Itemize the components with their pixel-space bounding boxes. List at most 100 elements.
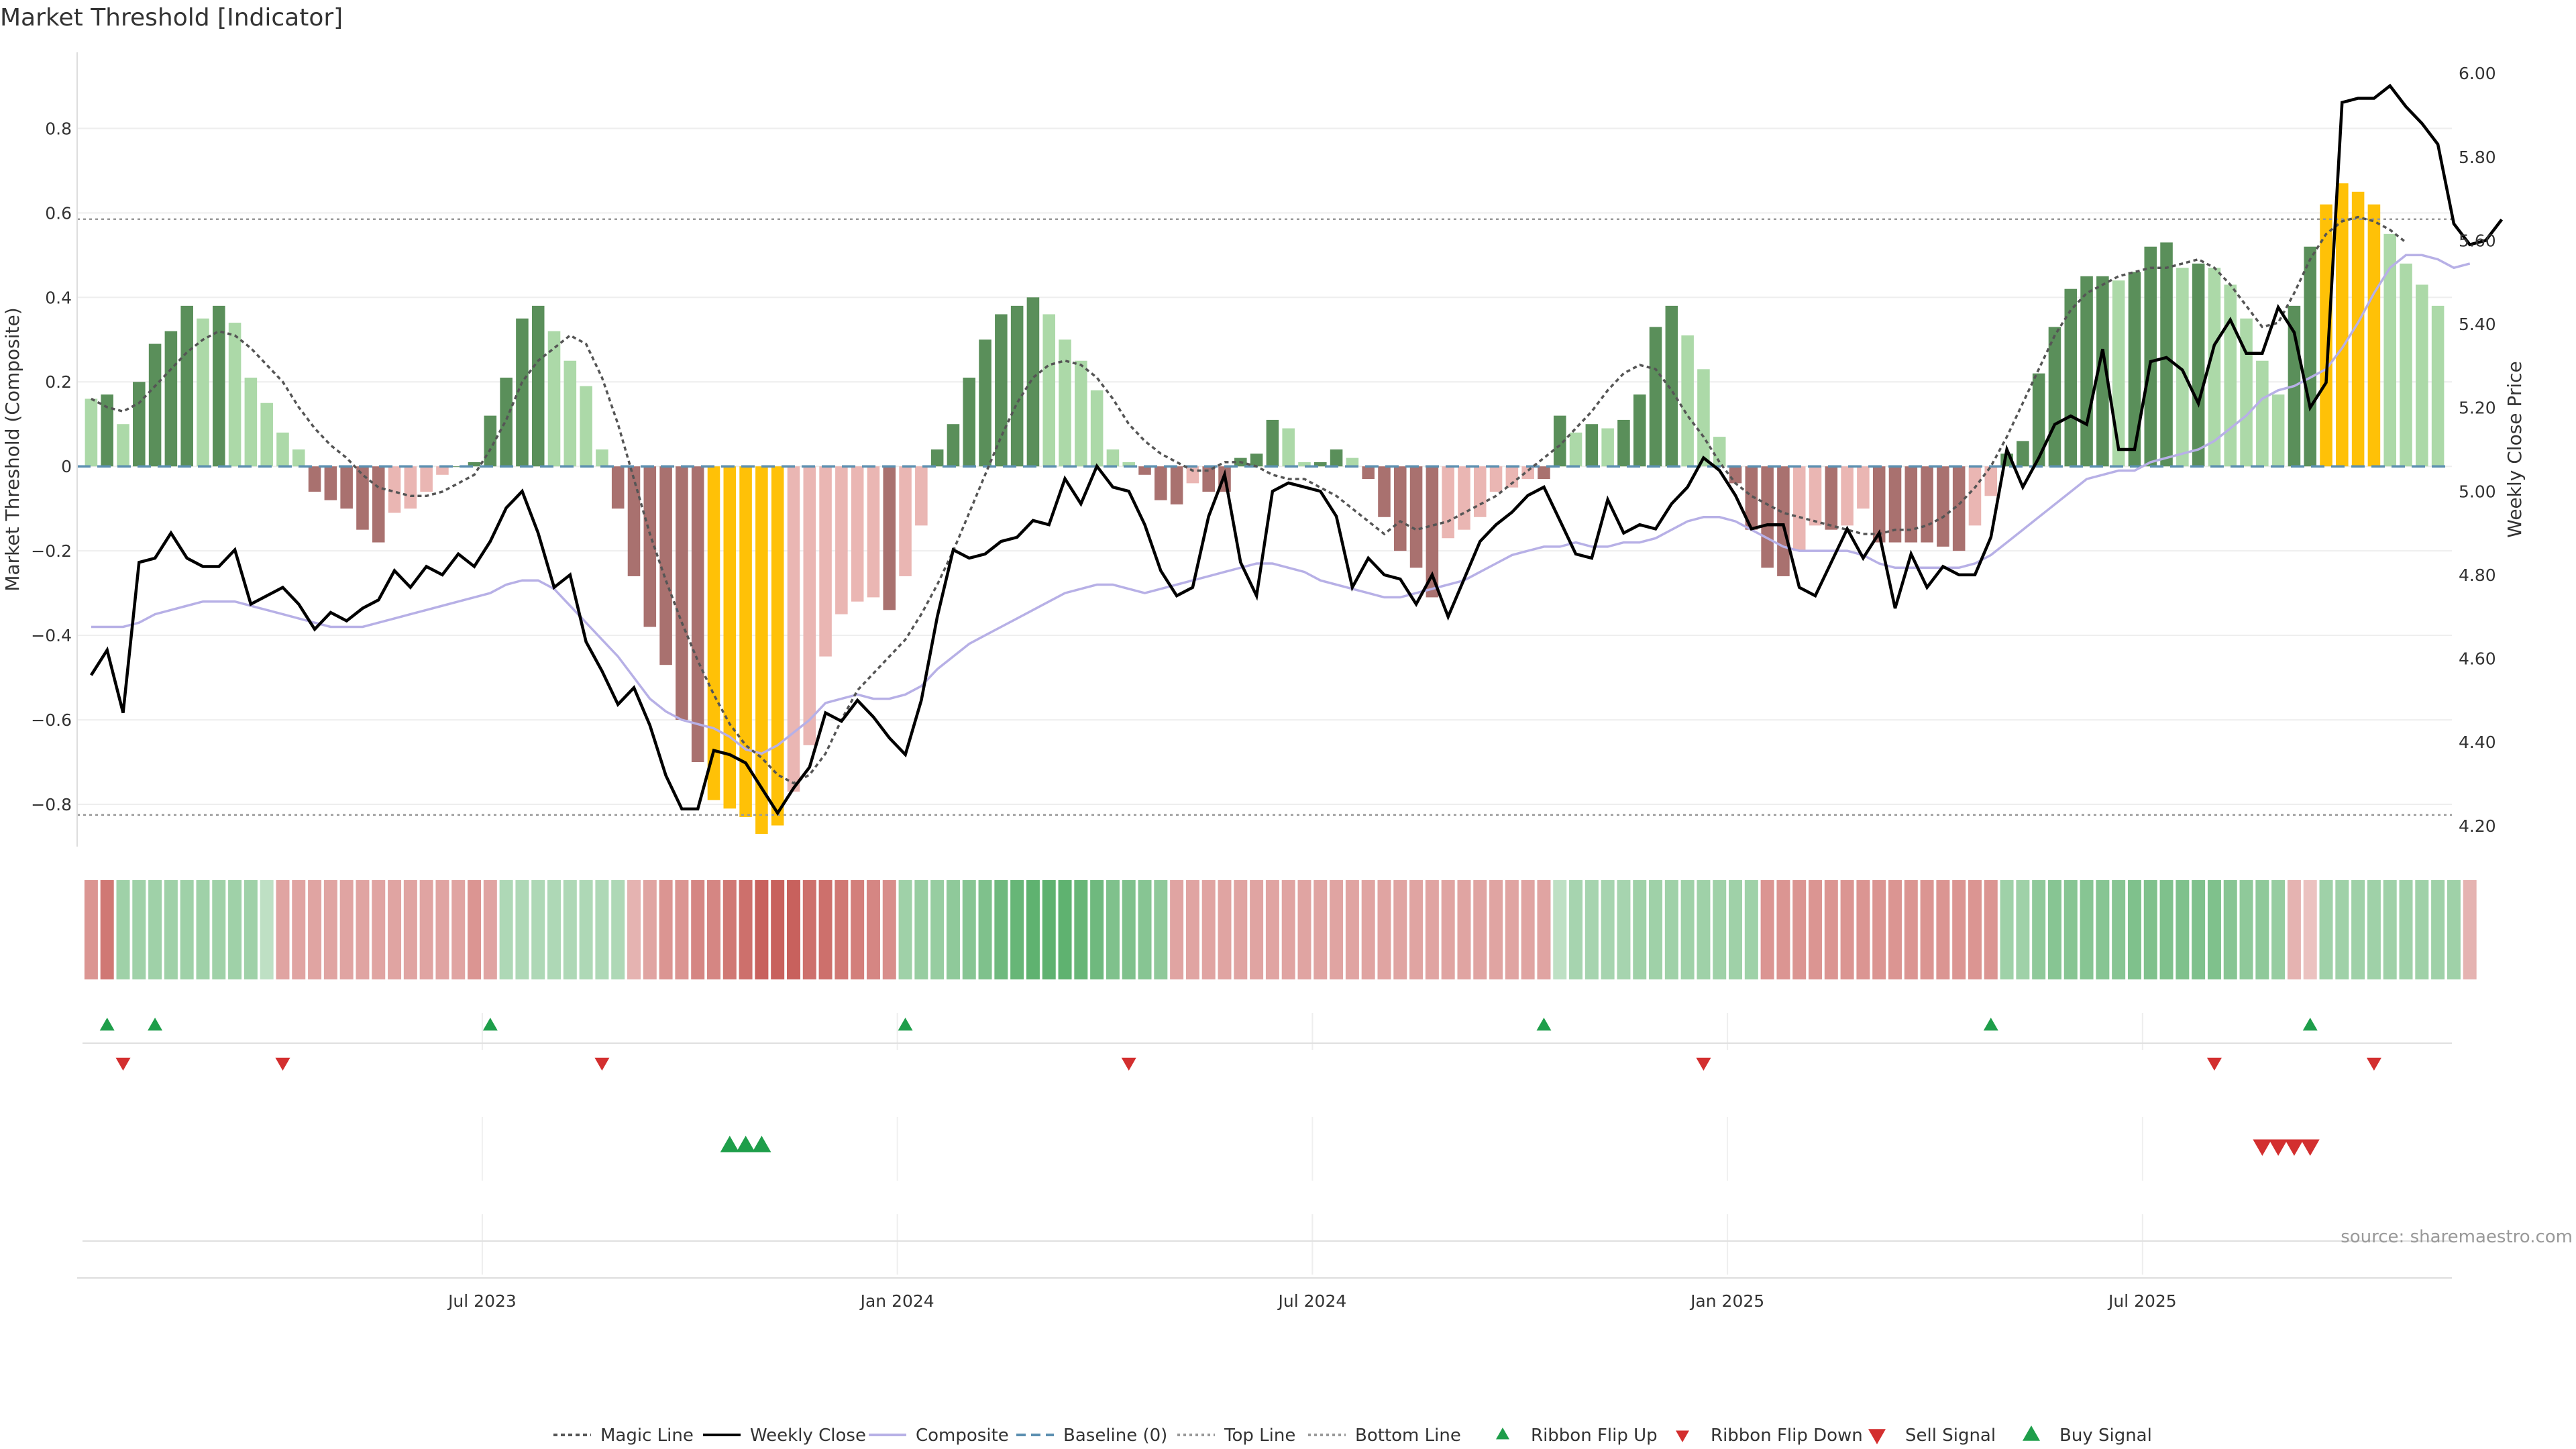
ribbon-cell (1664, 880, 1678, 979)
ribbon-cell (1888, 880, 1902, 979)
composite-bar (1282, 428, 1295, 467)
ribbon-cell (2415, 880, 2429, 979)
composite-bar (1010, 305, 1024, 467)
ribbon-cell (2351, 880, 2365, 979)
ribbon-cell (1968, 880, 1982, 979)
y-tick-left: −0.6 (31, 710, 72, 730)
composite-bar (835, 466, 848, 614)
composite-bar (1378, 466, 1391, 517)
ribbon-cell (116, 880, 130, 979)
y-tick-right: 6.00 (2459, 64, 2496, 83)
composite-bar (2112, 280, 2125, 467)
composite-bar (148, 343, 162, 467)
ribbon-cell (563, 880, 577, 979)
ribbon-cell (1872, 880, 1886, 979)
ribbon-cell (2047, 880, 2061, 979)
ribbon-cell (1441, 880, 1455, 979)
ribbon-cell (547, 880, 561, 979)
composite-bar (1266, 419, 1279, 467)
composite-bar (1825, 466, 1838, 530)
ribbon-cell (1090, 880, 1104, 979)
composite-bar (2160, 242, 2173, 467)
composite-bar (420, 466, 433, 492)
composite-bar (85, 398, 98, 467)
composite-bar (133, 382, 146, 467)
composite-bar (1426, 466, 1439, 598)
composite-bar (867, 466, 880, 598)
legend-label: Buy Signal (2059, 1426, 2152, 1446)
composite-bar (547, 331, 561, 467)
y-tick-left: 0.8 (45, 119, 72, 138)
x-tick-label: Jan 2025 (1689, 1291, 1764, 1311)
composite-bar (2128, 272, 2141, 467)
sell-signal-marker (2300, 1139, 2320, 1156)
ribbon-cell (1106, 880, 1120, 979)
ribbon-cell (1074, 880, 1088, 979)
composite-bar (1250, 453, 1263, 467)
ribbon-cell (627, 880, 641, 979)
composite-bar (2256, 360, 2269, 467)
composite-bar (2096, 276, 2109, 467)
ribbon-cell (451, 880, 466, 979)
composite-bar (1409, 466, 1423, 568)
composite-bar (2320, 204, 2332, 467)
ribbon-cell (2287, 880, 2301, 979)
ribbon-cell (914, 880, 928, 979)
ribbon-cell (515, 880, 529, 979)
ribbon-cell (2367, 880, 2381, 979)
ribbon-cell (1297, 880, 1311, 979)
ribbon-cell (2319, 880, 2333, 979)
composite-bar (1362, 466, 1375, 480)
legend-swatch (1676, 1430, 1689, 1442)
composite-bar (180, 305, 193, 467)
ribbon-flip-down-marker (2366, 1057, 2381, 1071)
composite-bar (899, 466, 912, 576)
composite-bar (915, 466, 928, 526)
ribbon-cell (499, 880, 513, 979)
ribbon-cell (2159, 880, 2174, 979)
composite-bar (1777, 466, 1790, 576)
ribbon-cell (531, 880, 545, 979)
ribbon-flip-down-marker (1121, 1057, 1136, 1071)
series-lines (77, 83, 2504, 816)
ribbon-cell (2223, 880, 2237, 979)
ribbon-cell (1457, 880, 1471, 979)
ribbon-cell (2000, 880, 2014, 979)
buy-signal-marker (720, 1136, 739, 1152)
x-tick-label: Jul 2023 (447, 1291, 517, 1311)
composite-bar (1745, 466, 1758, 530)
y-tick-left: 0 (61, 457, 72, 476)
composite-bar (1553, 415, 1566, 467)
legend-label: Ribbon Flip Up (1531, 1426, 1658, 1446)
ribbon-cell (1425, 880, 1439, 979)
ribbon-cell (1489, 880, 1503, 979)
ribbon-cell (2016, 880, 2030, 979)
ribbon-cell (2303, 880, 2317, 979)
ribbon-cell (2080, 880, 2094, 979)
ribbon-cell (946, 880, 960, 979)
ribbon-cell (962, 880, 976, 979)
ribbon-cell (994, 880, 1008, 979)
composite-bar (627, 466, 641, 576)
composite-bar (2144, 246, 2157, 467)
weekly-close-line (90, 83, 2504, 816)
composite-bar (2224, 284, 2237, 467)
ribbon-cell (786, 880, 800, 979)
ribbon-cell (1840, 880, 1854, 979)
ribbon-cell (1473, 880, 1487, 979)
composite-bar (564, 360, 577, 467)
composite-bars (85, 183, 2445, 835)
composite-bar (292, 449, 305, 467)
magic-line (91, 215, 2407, 785)
composite-bar (451, 466, 465, 468)
ribbon-cell (771, 880, 785, 979)
ribbon-cell (372, 880, 386, 979)
ribbon-cell (722, 880, 737, 979)
ribbon-cell (2447, 880, 2461, 979)
composite-bar (596, 449, 608, 467)
ribbon-flip-up-marker (2302, 1018, 2318, 1031)
legend-label: Magic Line (600, 1426, 694, 1446)
composite-bar (1665, 305, 1678, 467)
composite-bar (1681, 335, 1694, 467)
